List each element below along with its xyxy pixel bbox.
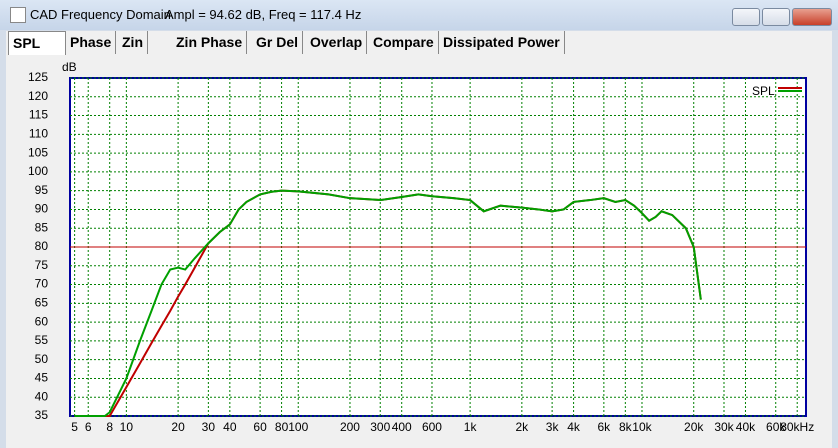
tab[interactable]: Zin Phase	[172, 31, 248, 54]
x-tick-label: 80kHz	[780, 420, 814, 434]
x-tick-label: 6k	[598, 420, 612, 434]
x-tick-label: 30	[202, 420, 216, 434]
y-tick-label: 65	[35, 296, 49, 310]
title-bar: CAD Frequency Domain Ampl = 94.62 dB, Fr…	[0, 0, 838, 30]
y-tick-label: 105	[28, 145, 48, 159]
x-tick-label: 100	[288, 420, 308, 434]
x-tick-label: 3k	[546, 420, 560, 434]
x-tick-label: 30k	[714, 420, 734, 434]
minimize-button[interactable]	[732, 8, 760, 26]
y-tick-label: 90	[35, 202, 49, 216]
tab[interactable]: Zin	[118, 31, 148, 54]
y-tick-label: 50	[35, 352, 49, 366]
app-icon	[10, 7, 26, 23]
tab[interactable]: Gr Del	[252, 31, 304, 54]
x-tick-label: 600	[422, 420, 442, 434]
x-tick-label: 8k	[619, 420, 633, 434]
maximize-button[interactable]	[762, 8, 790, 26]
x-tick-label: 40	[223, 420, 237, 434]
y-tick-label: 125	[28, 70, 48, 84]
x-tick-label: 400	[392, 420, 412, 434]
window-title: CAD Frequency Domain	[30, 7, 171, 22]
tab[interactable]: SPL	[8, 31, 66, 55]
tab-bar: SPL Phase Zin Zin Phase Gr Del Overlap Compare…	[6, 31, 832, 56]
x-tick-label: 8	[106, 420, 113, 434]
y-tick-label: 85	[35, 220, 49, 234]
tab[interactable]: Phase	[66, 31, 117, 54]
x-tick-label: 20	[171, 420, 185, 434]
spl-line	[74, 189, 702, 417]
y-tick-label: 40	[35, 389, 49, 403]
tab[interactable]: Overlap	[306, 31, 368, 54]
chart: dB 3540455055606570758085909510010511011…	[6, 56, 832, 448]
x-tick-label: 1k	[464, 420, 478, 434]
status-text: Ampl = 94.62 dB, Freq = 117.4 Hz	[165, 7, 362, 22]
y-tick-label: 95	[35, 183, 49, 197]
y-tick-label: 60	[35, 314, 49, 328]
x-tick-label: 20k	[684, 420, 704, 434]
y-tick-label: 120	[28, 89, 48, 103]
y-tick-label: 115	[29, 108, 48, 122]
legend-label: SPL	[752, 84, 775, 98]
y-tick-label: 100	[28, 164, 48, 178]
tab[interactable]: Dissipated Power	[439, 31, 565, 54]
x-tick-label: 300	[370, 420, 390, 434]
y-tick-label: 75	[35, 258, 49, 272]
x-tick-label: 4k	[567, 420, 581, 434]
y-tick-label: 70	[35, 277, 49, 291]
x-tick-label: 6	[85, 420, 92, 434]
x-tick-label: 2k	[516, 420, 530, 434]
x-tick-label: 60k	[766, 420, 786, 434]
tab[interactable]: Compare	[369, 31, 439, 54]
y-axis-label: dB	[62, 60, 77, 74]
x-tick-label: 10	[120, 420, 134, 434]
x-tick-label: 80	[275, 420, 289, 434]
x-tick-label: 5	[71, 420, 78, 434]
y-tick-label: 35	[35, 408, 49, 422]
x-tick-label: 10k	[632, 420, 652, 434]
y-tick-label: 110	[29, 127, 48, 141]
close-button[interactable]	[792, 8, 832, 26]
x-tick-label: 40k	[736, 420, 756, 434]
y-tick-label: 45	[35, 371, 49, 385]
x-tick-label: 200	[340, 420, 360, 434]
y-tick-label: 80	[35, 239, 49, 253]
x-tick-label: 60	[253, 420, 267, 434]
y-tick-label: 55	[35, 333, 49, 347]
